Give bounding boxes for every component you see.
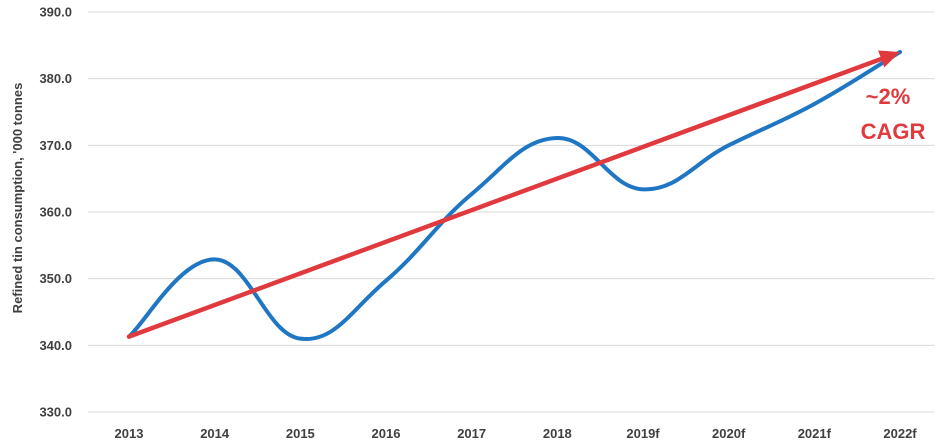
y-tick-label: 350.0 [39, 271, 72, 286]
x-tick-label: 2020f [712, 426, 746, 441]
x-tick-label: 2019f [626, 426, 660, 441]
x-tick-label: 2018 [543, 426, 572, 441]
x-tick-label: 2015 [286, 426, 315, 441]
series-layer [127, 50, 902, 341]
x-tick-label: 2022f [883, 426, 917, 441]
trend-arrow-shaft [126, 56, 884, 339]
y-axis-title: Refined tin consumption, '000 tonnes [10, 83, 25, 314]
y-tick-label: 340.0 [39, 338, 72, 353]
series-line [127, 50, 902, 341]
y-tick-label: 330.0 [39, 405, 72, 420]
y-tick-label: 370.0 [39, 138, 72, 153]
x-tick-label: 2013 [115, 426, 144, 441]
x-tick-label: 2016 [372, 426, 401, 441]
y-tick-label: 380.0 [39, 71, 72, 86]
x-axis-ticks: 2013 2014 2015 2016 2017 2018 2019f 2020f 2021f 2… [115, 426, 918, 441]
trend-arrow-head [878, 50, 900, 68]
cagr-annotation-line1: ~2% [866, 84, 911, 109]
y-tick-label: 390.0 [39, 5, 72, 20]
y-axis-ticks: 330.0 340.0 350.0 360.0 370.0 380.0 390.0 [39, 5, 72, 420]
x-tick-label: 2021f [798, 426, 832, 441]
trend-arrow [126, 50, 900, 339]
x-tick-label: 2014 [200, 426, 230, 441]
x-tick-label: 2017 [457, 426, 486, 441]
y-tick-label: 360.0 [39, 205, 72, 220]
gridlines [88, 11, 934, 413]
cagr-annotation-line2: CAGR [861, 119, 926, 144]
